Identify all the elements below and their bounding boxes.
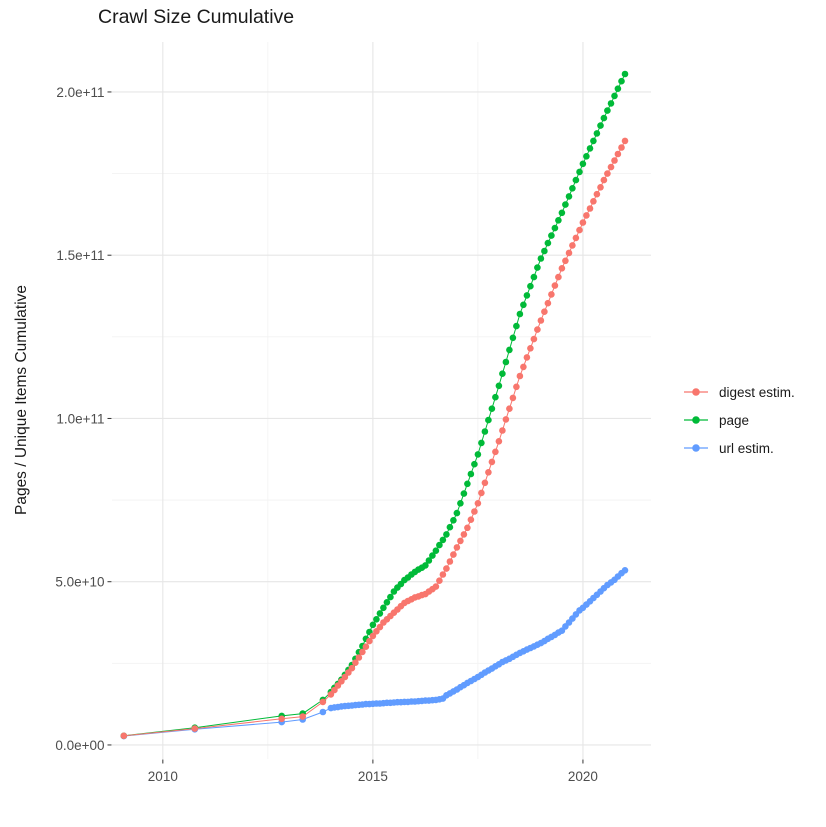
digest-estim-key-icon [684, 388, 708, 396]
svg-text:2010: 2010 [148, 769, 178, 784]
legend: digest estim. page url estim. [684, 378, 795, 462]
svg-text:5.0e+10: 5.0e+10 [55, 575, 104, 590]
chart-title: Crawl Size Cumulative [98, 6, 295, 28]
legend-item-page: page [684, 406, 795, 434]
legend-label-url-estim: url estim. [719, 440, 774, 456]
svg-text:0.0e+00: 0.0e+00 [55, 738, 104, 753]
svg-text:2020: 2020 [568, 769, 598, 784]
svg-text:2015: 2015 [358, 769, 388, 784]
legend-item-digest-estim: digest estim. [684, 378, 795, 406]
y-axis-title: Pages / Unique Items Cumulative [13, 284, 30, 516]
page-key-icon [684, 416, 708, 424]
svg-text:2.0e+11: 2.0e+11 [56, 85, 104, 100]
legend-item-url-estim: url estim. [684, 434, 795, 462]
svg-text:1.0e+11: 1.0e+11 [56, 411, 104, 426]
url-estim-key-icon [684, 444, 708, 452]
legend-label-page: page [719, 412, 750, 428]
svg-text:1.5e+11: 1.5e+11 [56, 248, 104, 263]
legend-label-digest-estim: digest estim. [719, 384, 795, 400]
